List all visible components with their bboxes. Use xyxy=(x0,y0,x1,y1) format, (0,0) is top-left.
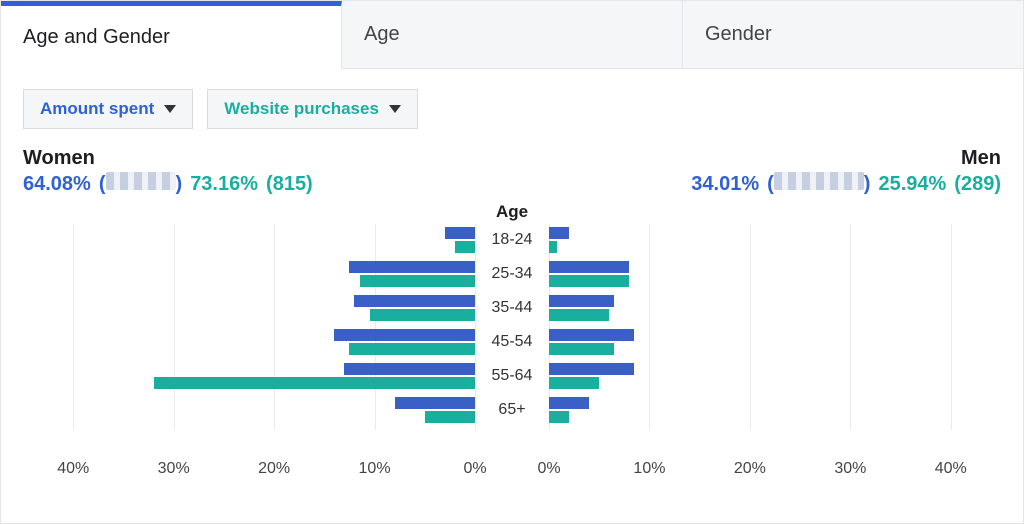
age-category-label: 35-44 xyxy=(475,299,549,317)
women-metric1-redacted: () xyxy=(99,172,182,196)
age-category-label: 65+ xyxy=(475,401,549,419)
metric1-label: Amount spent xyxy=(40,99,154,119)
bar-women-metric1 xyxy=(354,295,475,307)
age-category-label: 25-34 xyxy=(475,265,549,283)
bar-women-metric2 xyxy=(370,309,475,321)
x-tick-label: 20% xyxy=(258,460,290,478)
bar-women-metric1 xyxy=(349,261,475,273)
tab-age-and-gender[interactable]: Age and Gender xyxy=(1,1,342,69)
x-axis: 40% 30% 20% 10% 0% 40% 30% 20% 10% 0% xyxy=(23,460,1001,482)
x-axis-right: 40%30%20%10%0% xyxy=(549,460,1001,482)
summary-stats: Women 64.08% () 73.16% (815) Men 34.01% … xyxy=(1,139,1023,196)
bar-women-metric2 xyxy=(154,377,475,389)
metric2-dropdown[interactable]: Website purchases xyxy=(207,89,418,129)
bar-men-metric2 xyxy=(549,343,614,355)
women-side xyxy=(23,360,475,392)
women-title: Women xyxy=(23,147,383,170)
chart-rows: 18-24 25-34 35-44 45-54 55-64 65+ xyxy=(23,224,1001,454)
women-side xyxy=(23,224,475,256)
bar-men-metric1 xyxy=(549,227,569,239)
bar-men-metric2 xyxy=(549,275,629,287)
women-stats: Women 64.08% () 73.16% (815) xyxy=(23,147,383,196)
x-tick-label: 10% xyxy=(359,460,391,478)
age-row: 65+ xyxy=(23,394,1001,426)
demographics-panel: Age and Gender Age Gender Amount spent W… xyxy=(0,0,1024,524)
bar-women-metric1 xyxy=(395,397,475,409)
bar-women-metric1 xyxy=(344,363,475,375)
women-side xyxy=(23,394,475,426)
bar-men-metric2 xyxy=(549,411,569,423)
men-side xyxy=(549,258,1001,290)
chevron-down-icon xyxy=(164,105,176,113)
age-row: 25-34 xyxy=(23,258,1001,290)
chevron-down-icon xyxy=(389,105,401,113)
x-tick-label: 0% xyxy=(463,460,486,478)
x-tick-label: 0% xyxy=(537,460,560,478)
men-stats: Men 34.01% () 25.94% (289) xyxy=(641,147,1001,196)
women-side xyxy=(23,326,475,358)
metric1-dropdown[interactable]: Amount spent xyxy=(23,89,193,129)
women-side xyxy=(23,258,475,290)
men-metric1-redacted: () xyxy=(767,172,870,196)
men-side xyxy=(549,360,1001,392)
bar-women-metric2 xyxy=(455,241,475,253)
men-title: Men xyxy=(641,147,1001,170)
men-side xyxy=(549,224,1001,256)
age-gender-pyramid-chart: 18-24 25-34 35-44 45-54 55-64 65+ xyxy=(23,224,1001,454)
x-axis-left: 40%30%20%10%0% xyxy=(23,460,475,482)
bar-women-metric2 xyxy=(360,275,476,287)
tab-age[interactable]: Age xyxy=(342,1,683,69)
men-metric1-pct: 34.01% xyxy=(691,173,759,196)
bar-women-metric2 xyxy=(349,343,475,355)
metric2-label: Website purchases xyxy=(224,99,379,119)
men-metric2-count: (289) xyxy=(954,173,1001,196)
tab-gender[interactable]: Gender xyxy=(683,1,1023,69)
bar-men-metric2 xyxy=(549,309,609,321)
men-side xyxy=(549,292,1001,324)
women-metric2-count: (815) xyxy=(266,173,313,196)
men-metric2-pct: 25.94% xyxy=(878,173,946,196)
age-category-label: 55-64 xyxy=(475,367,549,385)
bar-women-metric2 xyxy=(425,411,475,423)
age-category-label: 18-24 xyxy=(475,231,549,249)
bar-men-metric2 xyxy=(549,377,599,389)
x-tick-label: 10% xyxy=(633,460,665,478)
x-tick-label: 30% xyxy=(158,460,190,478)
tab-bar: Age and Gender Age Gender xyxy=(1,1,1023,69)
chart-container: Age 18-24 25-34 35-44 45-54 55-64 65+ 40% 30% 2… xyxy=(1,196,1023,494)
x-tick-label: 20% xyxy=(734,460,766,478)
age-row: 45-54 xyxy=(23,326,1001,358)
bar-men-metric2 xyxy=(549,241,557,253)
bar-women-metric1 xyxy=(445,227,475,239)
men-side xyxy=(549,394,1001,426)
bar-men-metric1 xyxy=(549,261,629,273)
bar-men-metric1 xyxy=(549,329,634,341)
bar-men-metric1 xyxy=(549,397,589,409)
age-row: 18-24 xyxy=(23,224,1001,256)
x-tick-label: 40% xyxy=(57,460,89,478)
age-row: 55-64 xyxy=(23,360,1001,392)
age-category-label: 45-54 xyxy=(475,333,549,351)
women-metric1-pct: 64.08% xyxy=(23,173,91,196)
x-tick-label: 30% xyxy=(834,460,866,478)
women-metric2-pct: 73.16% xyxy=(190,173,258,196)
bar-men-metric1 xyxy=(549,295,614,307)
bar-women-metric1 xyxy=(334,329,475,341)
bar-men-metric1 xyxy=(549,363,634,375)
x-tick-label: 40% xyxy=(935,460,967,478)
age-axis-title: Age xyxy=(23,202,1001,222)
metric-controls: Amount spent Website purchases xyxy=(1,69,1023,139)
men-side xyxy=(549,326,1001,358)
age-row: 35-44 xyxy=(23,292,1001,324)
women-side xyxy=(23,292,475,324)
